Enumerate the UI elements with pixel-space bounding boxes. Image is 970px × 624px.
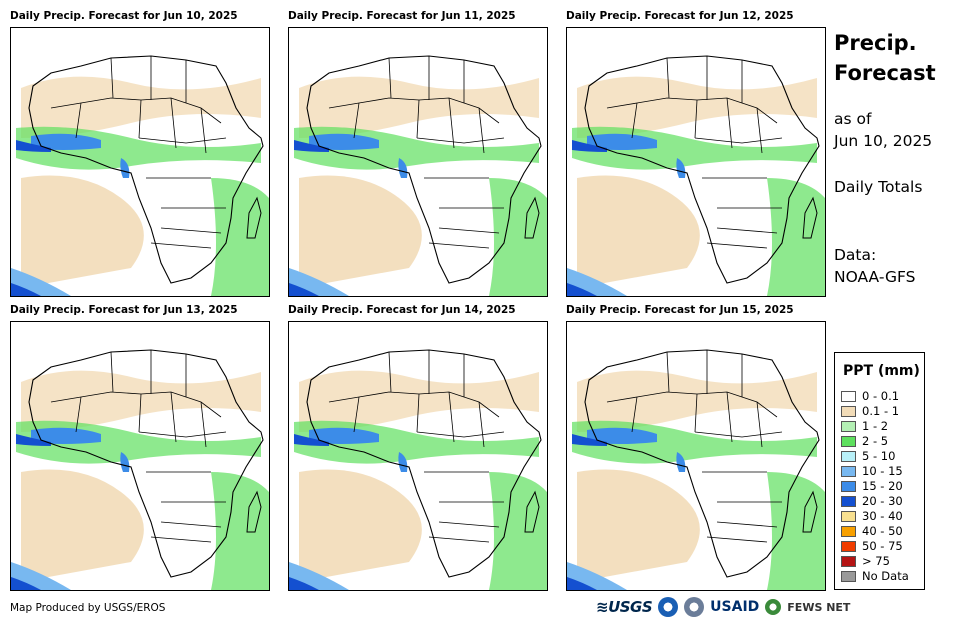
fews-net-logo: FEWS NET — [787, 600, 851, 614]
legend-swatch — [841, 451, 856, 462]
map-panel-4: Daily Precip. Forecast for Jun 13, 2025 — [10, 304, 270, 591]
precip-map — [288, 27, 548, 297]
legend-label: 20 - 30 — [862, 494, 903, 508]
precip-map — [566, 321, 826, 591]
legend-item: 2 - 5 — [841, 434, 888, 448]
map-credit: Map Produced by USGS/EROS — [10, 602, 166, 614]
legend-label: 40 - 50 — [862, 524, 903, 538]
legend-swatch — [841, 526, 856, 537]
data-line-1: Data: — [834, 246, 877, 264]
panel-title: Daily Precip. Forecast for Jun 11, 2025 — [288, 10, 516, 22]
map-panel-5: Daily Precip. Forecast for Jun 14, 2025 — [288, 304, 548, 591]
legend-swatch — [841, 436, 856, 447]
legend-swatch — [841, 421, 856, 432]
legend-swatch — [841, 556, 856, 567]
panel-title: Daily Precip. Forecast for Jun 15, 2025 — [566, 304, 794, 316]
precip-map — [10, 321, 270, 591]
legend-item: 15 - 20 — [841, 479, 903, 493]
legend-label: 1 - 2 — [862, 419, 889, 433]
legend-item: No Data — [841, 569, 909, 583]
title-line-1: Precip. — [834, 31, 917, 55]
legend-label: > 75 — [862, 554, 890, 568]
forecast-title: Precip. Forecast — [834, 28, 936, 88]
panel-title: Daily Precip. Forecast for Jun 14, 2025 — [288, 304, 516, 316]
legend-label: 50 - 75 — [862, 539, 903, 553]
fews-globe-icon — [765, 599, 782, 615]
legend-swatch — [841, 571, 856, 582]
legend-item: 0.1 - 1 — [841, 404, 899, 418]
panel-title: Daily Precip. Forecast for Jun 10, 2025 — [10, 10, 238, 22]
panel-title: Daily Precip. Forecast for Jun 13, 2025 — [10, 304, 238, 316]
map-panel-1: Daily Precip. Forecast for Jun 10, 2025 — [10, 10, 270, 297]
usgs-logo: ≋USGS — [596, 598, 653, 616]
legend-item: 50 - 75 — [841, 539, 903, 553]
data-source: Data: NOAA-GFS — [834, 244, 915, 288]
noaa-logo-icon — [658, 597, 679, 617]
legend-item: 1 - 2 — [841, 419, 888, 433]
legend-swatch — [841, 541, 856, 552]
map-panel-6: Daily Precip. Forecast for Jun 15, 2025 — [566, 304, 826, 591]
title-line-2: Forecast — [834, 61, 936, 85]
legend-title: PPT (mm) — [843, 363, 920, 379]
legend-label: 10 - 15 — [862, 464, 903, 478]
legend-label: 2 - 5 — [862, 434, 889, 448]
legend-item: 30 - 40 — [841, 509, 903, 523]
legend-swatch — [841, 391, 856, 402]
map-panel-3: Daily Precip. Forecast for Jun 12, 2025 — [566, 10, 826, 297]
map-panel-2: Daily Precip. Forecast for Jun 11, 2025 — [288, 10, 548, 297]
precip-map — [566, 27, 826, 297]
asof-line-1: as of — [834, 110, 872, 128]
legend-swatch — [841, 406, 856, 417]
usda-seal-icon — [684, 597, 705, 617]
legend-swatch — [841, 511, 856, 522]
partner-logos: ≋USGS USAID FEWS NET — [596, 596, 850, 618]
precip-map — [10, 27, 270, 297]
legend-item: 20 - 30 — [841, 494, 903, 508]
legend-swatch — [841, 496, 856, 507]
panel-title: Daily Precip. Forecast for Jun 12, 2025 — [566, 10, 794, 22]
legend-item: 5 - 10 — [841, 449, 895, 463]
asof-line-2: Jun 10, 2025 — [834, 132, 933, 150]
precip-map — [288, 321, 548, 591]
as-of-date: as of Jun 10, 2025 — [834, 108, 932, 152]
legend-label: 15 - 20 — [862, 479, 903, 493]
legend-swatch — [841, 466, 856, 477]
legend-label: 5 - 10 — [862, 449, 896, 463]
legend-label: No Data — [862, 569, 909, 583]
legend-label: 0 - 0.1 — [862, 389, 900, 403]
legend-item: 0 - 0.1 — [841, 389, 899, 403]
legend-item: 10 - 15 — [841, 464, 903, 478]
data-line-2: NOAA-GFS — [834, 268, 916, 286]
legend-item: > 75 — [841, 554, 890, 568]
daily-totals-label: Daily Totals — [834, 178, 923, 196]
legend-swatch — [841, 481, 856, 492]
usaid-logo: USAID — [710, 599, 760, 615]
legend-item: 40 - 50 — [841, 524, 903, 538]
legend-label: 30 - 40 — [862, 509, 903, 523]
legend-label: 0.1 - 1 — [862, 404, 900, 418]
